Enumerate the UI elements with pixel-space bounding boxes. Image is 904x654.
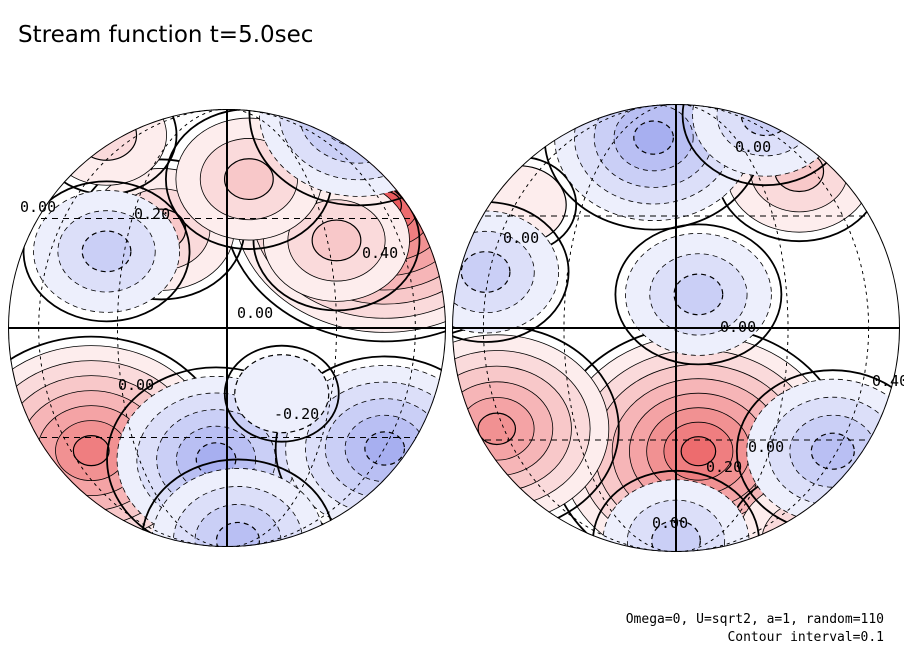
negative-contour xyxy=(215,521,261,547)
positive-contour xyxy=(223,158,274,201)
negative-contour xyxy=(810,432,855,470)
contour-label: 0.40 xyxy=(872,372,904,390)
contour-label: 0.00 xyxy=(503,229,539,247)
negative-contour xyxy=(318,109,399,147)
negative-contour xyxy=(81,230,132,273)
positive-contour xyxy=(75,109,138,161)
positive-contour xyxy=(72,435,110,467)
negative-contour xyxy=(298,109,419,164)
contour-labels-layer: 0.00 0.20 0.40 0.00 0.00 -0.20 0.00 0.00 0.00 0.4… xyxy=(20,138,904,532)
negative-contour xyxy=(673,273,724,316)
negative-contour xyxy=(338,109,379,131)
zero-contour xyxy=(614,223,783,366)
contour-label: 0.00 xyxy=(748,438,784,456)
zero-contour xyxy=(248,109,446,207)
contour-label: 0.20 xyxy=(706,458,742,476)
negative-contour xyxy=(364,431,406,466)
zero-contour xyxy=(22,180,191,323)
contour-interval-note: Contour interval=0.1 xyxy=(727,630,884,645)
positive-contour xyxy=(46,109,167,186)
graticule xyxy=(452,104,900,552)
positive-contour xyxy=(680,436,717,467)
negative-contour xyxy=(740,104,791,137)
negative-contour xyxy=(234,354,330,434)
contour-label: 0.00 xyxy=(652,514,688,532)
contour-label: 0.40 xyxy=(362,244,398,262)
positive-contour xyxy=(761,499,860,552)
contour-label: 0.00 xyxy=(735,138,771,156)
contour-label: 0.00 xyxy=(20,198,56,216)
negative-contour xyxy=(692,104,839,177)
positive-contour xyxy=(477,412,517,446)
contour-label: 0.20 xyxy=(134,205,170,223)
negative-contour xyxy=(460,251,511,293)
right-hemisphere xyxy=(452,104,900,552)
negative-contour xyxy=(633,120,674,155)
chart-title: Stream function t=5.0sec xyxy=(18,22,314,48)
parameters-note: Omega=0, U=sqrt2, a=1, random=110 xyxy=(625,612,884,627)
positive-contour xyxy=(311,219,362,262)
contour-label: 0.00 xyxy=(237,304,273,322)
graticule xyxy=(8,109,446,547)
positive-contour xyxy=(785,519,836,552)
contour-label: -0.20 xyxy=(274,405,319,423)
zero-contour xyxy=(223,344,340,443)
contour-label: 0.00 xyxy=(118,376,154,394)
contour-label: 0.00 xyxy=(720,318,756,336)
